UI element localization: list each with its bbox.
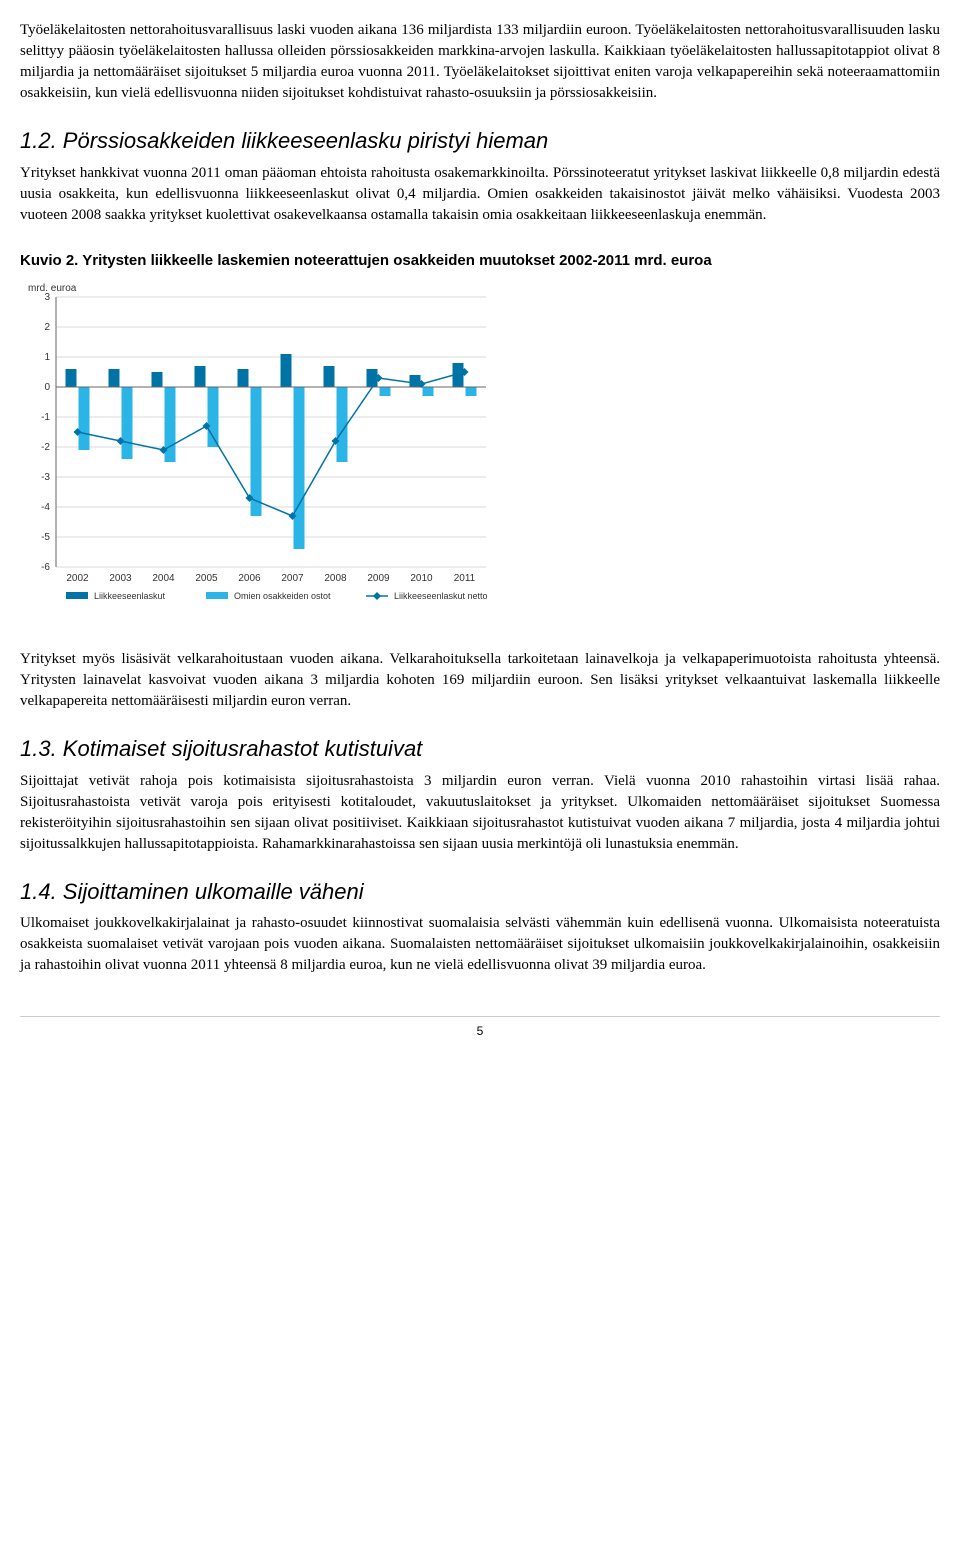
intro-paragraph: Työeläkelaitosten nettorahoitusvarallisu… xyxy=(20,20,940,104)
svg-text:-4: -4 xyxy=(41,502,50,513)
svg-text:-1: -1 xyxy=(41,412,50,423)
chart-2-title: Kuvio 2. Yritysten liikkeelle laskemien … xyxy=(20,250,940,271)
section-1-4-heading: 1.4. Sijoittaminen ulkomaille väheni xyxy=(20,877,940,908)
svg-text:-3: -3 xyxy=(41,472,50,483)
svg-text:2: 2 xyxy=(44,322,50,333)
chart-2-svg: mrd. euroa3 2 1 0 -1 -2 -3 -4 -5 -6 2002 2003 2004 20… xyxy=(20,279,500,619)
svg-text:2009: 2009 xyxy=(367,573,390,584)
svg-text:2010: 2010 xyxy=(410,573,433,584)
svg-text:0: 0 xyxy=(44,382,50,393)
svg-text:mrd. euroa: mrd. euroa xyxy=(28,283,77,294)
page-number: 5 xyxy=(20,1016,940,1040)
svg-text:1: 1 xyxy=(44,352,50,363)
section-1-3-body: Sijoittajat vetivät rahoja pois kotimais… xyxy=(20,771,940,855)
svg-text:2007: 2007 xyxy=(281,573,304,584)
svg-text:2006: 2006 xyxy=(238,573,261,584)
svg-text:Omien osakkeiden ostot: Omien osakkeiden ostot xyxy=(234,591,331,601)
svg-text:-2: -2 xyxy=(41,442,50,453)
section-1-2-body: Yritykset hankkivat vuonna 2011 oman pää… xyxy=(20,163,940,226)
svg-text:2008: 2008 xyxy=(324,573,347,584)
svg-text:2011: 2011 xyxy=(454,573,476,584)
section-1-4-body: Ulkomaiset joukkovelkakirjalainat ja rah… xyxy=(20,913,940,976)
svg-text:-6: -6 xyxy=(41,562,50,573)
svg-text:2004: 2004 xyxy=(152,573,175,584)
svg-text:2002: 2002 xyxy=(66,573,89,584)
svg-text:2003: 2003 xyxy=(109,573,132,584)
svg-text:Liikkeeseenlaskut netto: Liikkeeseenlaskut netto xyxy=(394,591,488,601)
svg-text:2005: 2005 xyxy=(195,573,218,584)
svg-text:Liikkeeseenlaskut: Liikkeeseenlaskut xyxy=(94,591,166,601)
after-chart-paragraph: Yritykset myös lisäsivät velkarahoitusta… xyxy=(20,649,940,712)
svg-text:-5: -5 xyxy=(41,532,50,543)
section-1-2-heading: 1.2. Pörssiosakkeiden liikkeeseenlasku p… xyxy=(20,126,940,157)
chart-2: mrd. euroa3 2 1 0 -1 -2 -3 -4 -5 -6 2002 2003 2004 20… xyxy=(20,279,940,619)
svg-text:3: 3 xyxy=(44,292,50,303)
section-1-3-heading: 1.3. Kotimaiset sijoitusrahastot kutistu… xyxy=(20,734,940,765)
